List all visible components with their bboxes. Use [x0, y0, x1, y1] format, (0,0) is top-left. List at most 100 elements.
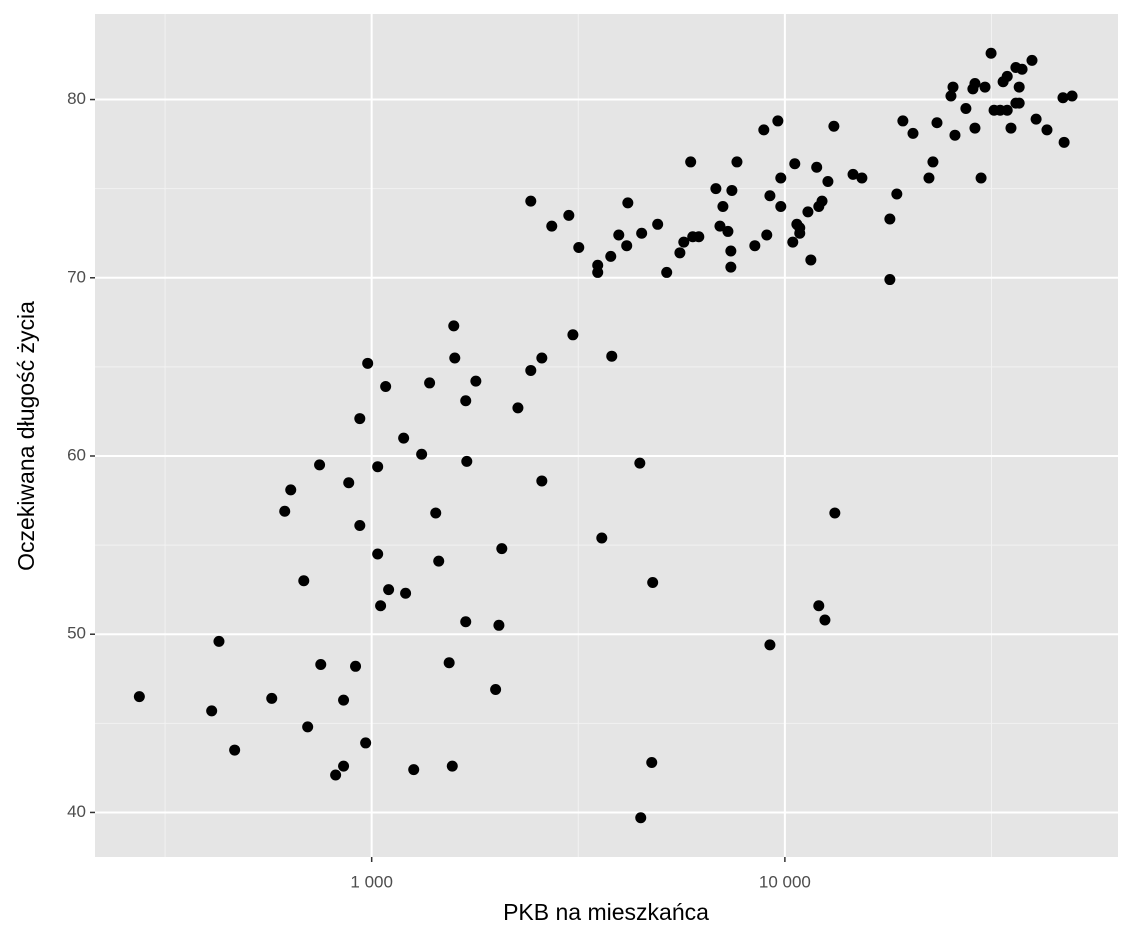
point: [446, 760, 458, 772]
point: [678, 236, 690, 248]
point: [1026, 54, 1038, 66]
point: [949, 129, 961, 141]
point: [805, 254, 817, 266]
point: [647, 577, 659, 589]
point: [775, 172, 787, 184]
point: [536, 352, 548, 364]
point: [605, 250, 617, 262]
point: [314, 459, 326, 471]
point: [266, 692, 278, 704]
point: [764, 190, 776, 202]
point: [761, 229, 773, 241]
point: [416, 448, 428, 460]
point: [856, 172, 868, 184]
point: [573, 241, 585, 253]
point: [1041, 124, 1053, 136]
point: [622, 197, 634, 209]
point: [525, 195, 537, 207]
point: [731, 156, 743, 168]
point: [758, 124, 770, 136]
point: [1066, 90, 1078, 102]
point: [383, 584, 395, 596]
point: [424, 377, 436, 389]
point: [717, 200, 729, 212]
point: [1016, 63, 1028, 75]
point: [714, 220, 726, 232]
point: [567, 329, 579, 341]
point: [975, 172, 987, 184]
point: [285, 484, 297, 496]
point: [819, 614, 831, 626]
point: [1001, 104, 1013, 116]
point: [460, 616, 472, 628]
point: [884, 213, 896, 225]
point: [1013, 97, 1025, 109]
point: [1013, 81, 1025, 93]
point: [563, 209, 575, 221]
point: [354, 520, 366, 532]
point: [133, 691, 145, 703]
point: [449, 352, 461, 364]
point: [302, 721, 314, 733]
point: [787, 236, 799, 248]
point: [969, 78, 981, 90]
point: [897, 115, 909, 127]
point: [674, 247, 686, 259]
point: [362, 357, 374, 369]
point: [596, 532, 608, 544]
point: [1001, 70, 1013, 82]
point: [979, 81, 991, 93]
point: [945, 90, 957, 102]
point: [1005, 122, 1017, 134]
x-tick-label: 10 000: [759, 872, 811, 891]
y-axis-title: Oczekiwana długość życia: [13, 301, 39, 571]
point: [606, 350, 618, 362]
point: [693, 231, 705, 243]
point: [496, 543, 508, 555]
y-tick-label: 40: [67, 802, 86, 821]
point: [279, 505, 291, 517]
point: [772, 115, 784, 127]
point: [764, 639, 776, 651]
point: [884, 274, 896, 286]
point: [408, 764, 420, 776]
point: [343, 477, 355, 489]
point: [490, 683, 502, 695]
point: [794, 227, 806, 239]
point: [931, 117, 943, 129]
y-tick-label: 60: [67, 445, 86, 464]
point: [375, 600, 387, 612]
y-tick-label: 50: [67, 624, 86, 643]
point: [372, 548, 384, 560]
point: [621, 240, 633, 252]
point: [338, 694, 350, 706]
point: [493, 619, 505, 631]
point: [722, 225, 734, 237]
point: [350, 660, 362, 672]
point: [969, 122, 981, 134]
point: [460, 395, 472, 407]
y-tick-label: 80: [67, 89, 86, 108]
point: [725, 245, 737, 257]
point: [811, 161, 823, 173]
point: [546, 220, 558, 232]
point: [816, 195, 828, 207]
point: [512, 402, 524, 414]
point: [380, 380, 392, 392]
point: [213, 635, 225, 647]
point: [461, 455, 473, 467]
point: [430, 507, 442, 519]
point: [813, 600, 825, 612]
point: [891, 188, 903, 200]
point: [726, 184, 738, 196]
point: [923, 172, 935, 184]
point: [536, 475, 548, 487]
point: [847, 168, 859, 180]
point: [229, 744, 241, 756]
point: [652, 218, 664, 230]
point: [907, 127, 919, 139]
point: [634, 457, 646, 469]
point: [775, 200, 787, 212]
grid: [95, 14, 1118, 857]
